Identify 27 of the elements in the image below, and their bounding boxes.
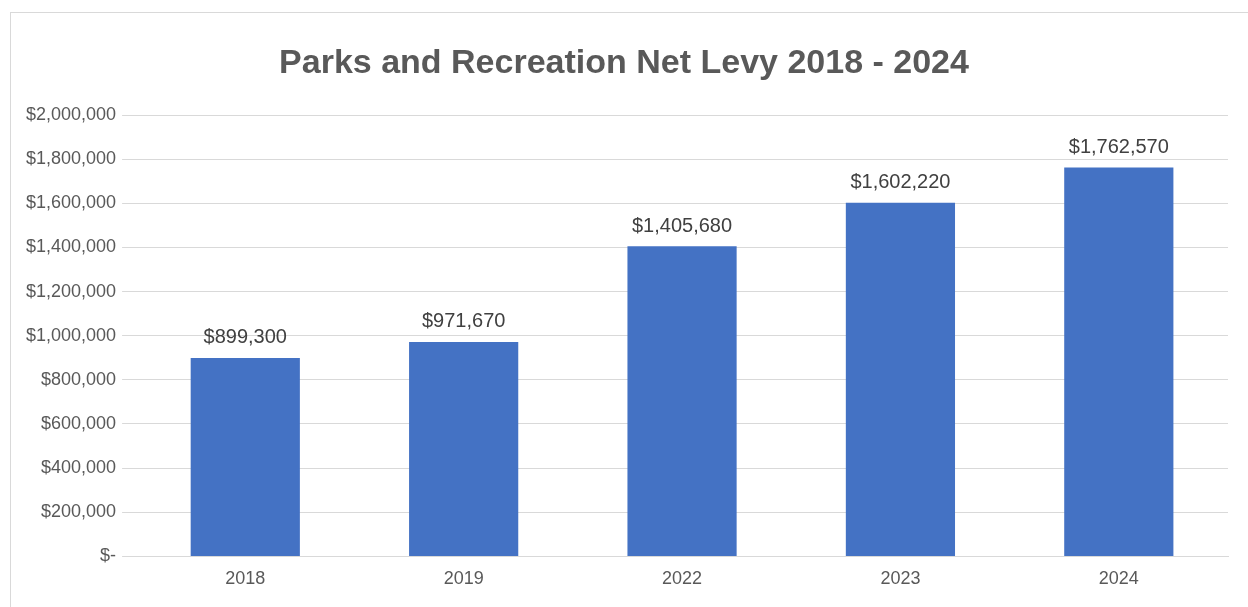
chart-title: Parks and Recreation Net Levy 2018 - 2024 — [278, 42, 970, 81]
y-tick-label: $200,000 — [41, 501, 117, 522]
y-tick-label: $400,000 — [41, 457, 117, 478]
x-tick-label: 2023 — [880, 568, 921, 589]
y-tick-label: $1,400,000 — [25, 236, 117, 257]
y-tick-label: $800,000 — [41, 368, 117, 389]
y-tick-label: $600,000 — [41, 412, 117, 433]
bar — [845, 202, 956, 556]
y-tick-label: $1,800,000 — [25, 148, 117, 169]
bar — [190, 357, 300, 556]
data-label: $1,762,570 — [1068, 134, 1169, 157]
data-label: $1,602,220 — [850, 170, 951, 193]
y-tick-label: $2,000,000 — [25, 103, 117, 124]
x-tick-label: 2018 — [225, 568, 266, 589]
bar — [409, 341, 519, 556]
y-tick-label: $1,200,000 — [25, 280, 117, 301]
bar — [1064, 167, 1174, 556]
data-label: $899,300 — [203, 325, 287, 348]
x-tick-label: 2022 — [662, 568, 703, 589]
y-tick-label: $- — [100, 545, 117, 566]
data-label: $971,670 — [421, 309, 506, 332]
data-label: $1,405,680 — [631, 213, 733, 236]
y-tick-label: $1,600,000 — [25, 192, 117, 213]
y-tick-label: $1,000,000 — [25, 324, 117, 345]
bar — [627, 246, 737, 556]
x-tick-label: 2024 — [1098, 568, 1139, 589]
x-tick-label: 2019 — [443, 568, 484, 589]
